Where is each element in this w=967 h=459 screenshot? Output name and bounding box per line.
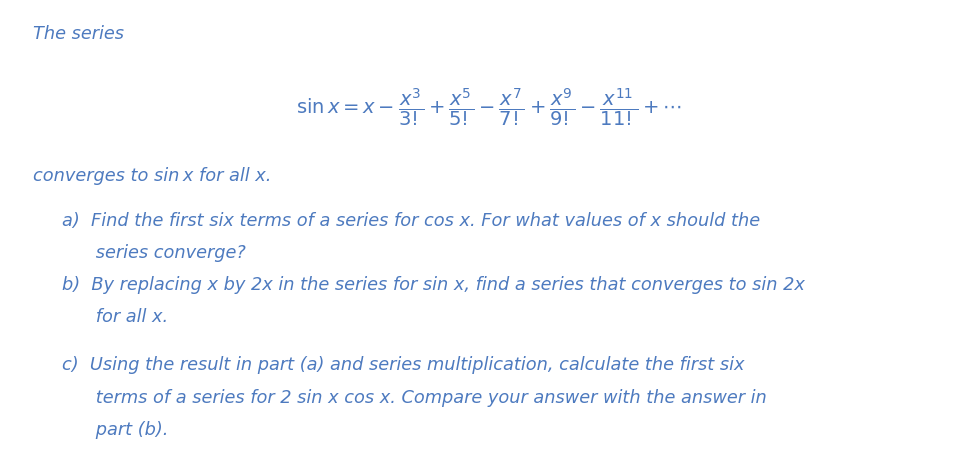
Text: a)  Find the first six terms of a series for cos x. For what values of x should : a) Find the first six terms of a series … [62,212,760,230]
Text: c)  Using the result in part (a) and series multiplication, calculate the first : c) Using the result in part (a) and seri… [62,355,744,374]
Text: The series: The series [34,25,125,43]
Text: b)  By replacing x by 2x in the series for sin x, find a series that converges t: b) By replacing x by 2x in the series fo… [62,275,805,293]
Text: terms of a series for 2 sin x cos x. Compare your answer with the answer in: terms of a series for 2 sin x cos x. Com… [62,388,766,406]
Text: part (b).: part (b). [62,420,168,438]
Text: for all x.: for all x. [62,308,167,326]
Text: series converge?: series converge? [62,244,246,262]
Text: $\sin x = x - \dfrac{x^3}{3!} + \dfrac{x^5}{5!} - \dfrac{x^7}{7!} + \dfrac{x^9}{: $\sin x = x - \dfrac{x^3}{3!} + \dfrac{x… [296,85,681,128]
Text: converges to sin x for all x.: converges to sin x for all x. [34,167,272,185]
